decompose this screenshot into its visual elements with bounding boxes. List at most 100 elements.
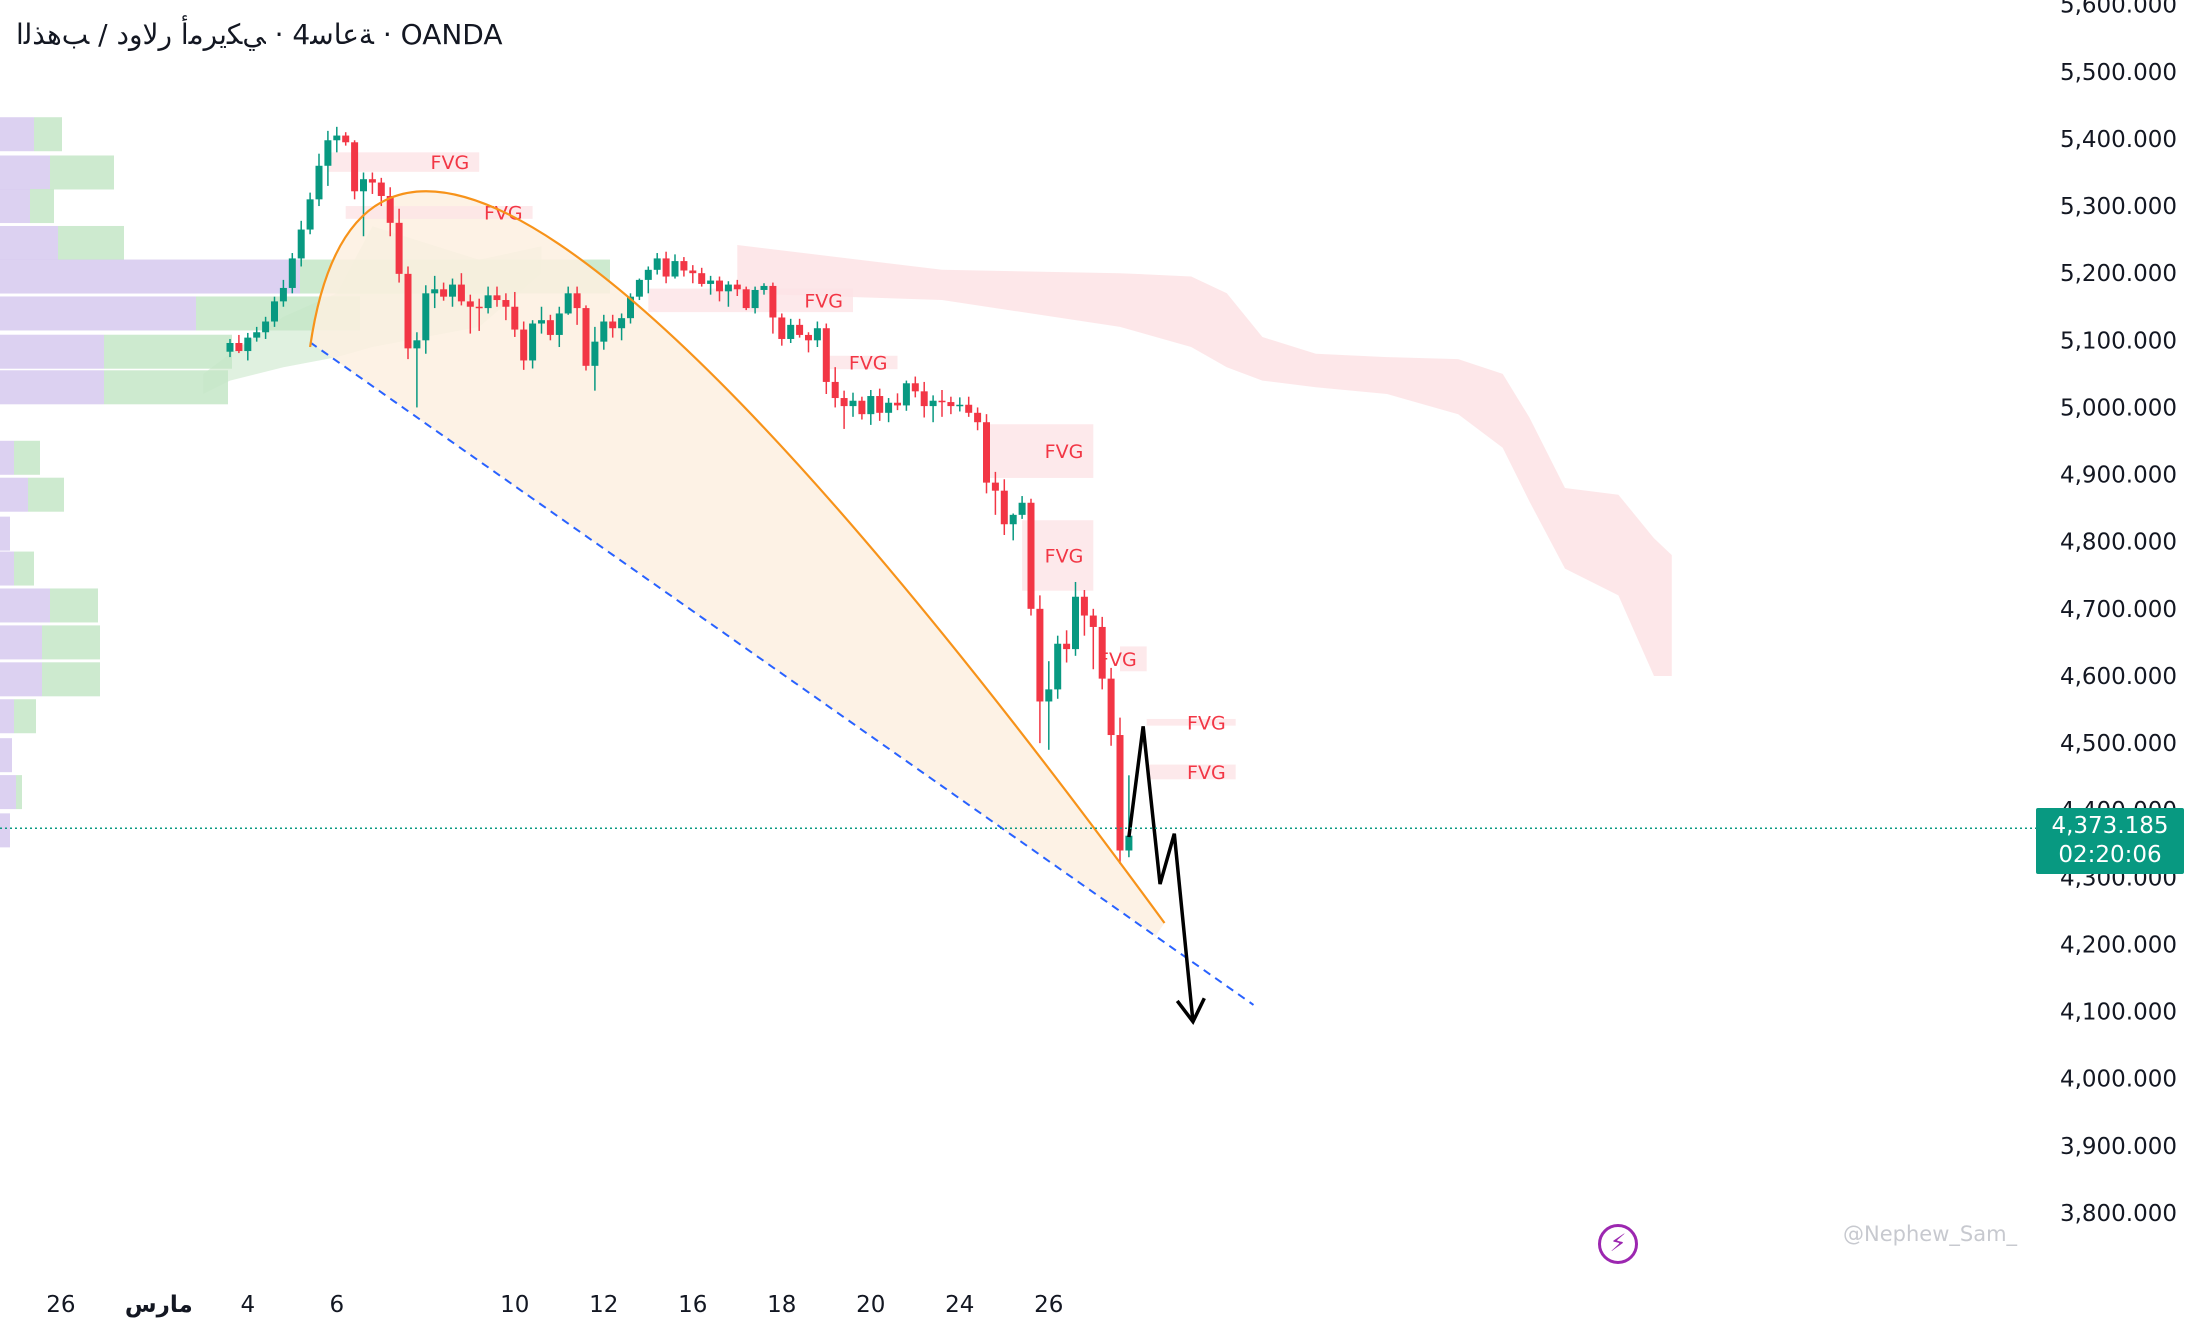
volume-profile-bar-buy bbox=[50, 588, 98, 623]
volume-profile-bar-buy bbox=[30, 189, 54, 224]
chart-title: ﺔﻋﺎﺳ4 · ﻲﻜﻳﺮﻣﺃ ﺭﻻﻭﺩ / ﺐﻫﺬﻟﺍ · OANDA bbox=[16, 18, 503, 51]
y-axis-label: 4,200.000 bbox=[2060, 932, 2177, 958]
candle-body bbox=[1027, 502, 1035, 609]
arc-pattern-fill bbox=[310, 191, 1165, 937]
x-axis-label: 24 bbox=[945, 1292, 974, 1318]
volume-profile-bar-buy bbox=[42, 662, 100, 697]
candle-countdown: 02:20:06 bbox=[2058, 842, 2162, 868]
x-axis-label: 18 bbox=[767, 1292, 796, 1318]
volume-profile-bar-buy bbox=[104, 334, 232, 369]
candle-body bbox=[956, 404, 964, 407]
volume-profile-bar-sell bbox=[0, 516, 10, 551]
candle-body bbox=[1072, 596, 1079, 650]
x-axis-label: 26 bbox=[46, 1292, 75, 1318]
volume-profile-bar-buy bbox=[14, 551, 34, 586]
x-axis-label: 12 bbox=[589, 1292, 618, 1318]
candle-body bbox=[226, 342, 234, 352]
candle-body bbox=[244, 337, 252, 352]
x-axis-label: 26 bbox=[1034, 1292, 1063, 1318]
candle-body bbox=[813, 328, 821, 341]
candle-body bbox=[449, 284, 456, 297]
candle-body bbox=[920, 391, 928, 407]
arc-curve[interactable] bbox=[309, 190, 1166, 924]
author-watermark: @Nephew_Sam_ bbox=[1843, 1222, 2018, 1246]
y-axis-label: 4,700.000 bbox=[2060, 597, 2177, 623]
candle-body bbox=[822, 328, 830, 382]
candle-body bbox=[1107, 678, 1115, 736]
y-axis-label: 5,500.000 bbox=[2060, 60, 2177, 86]
volume-profile-bar-buy bbox=[14, 440, 40, 475]
candle-body bbox=[805, 334, 812, 341]
y-axis-label: 5,200.000 bbox=[2060, 261, 2177, 287]
candle-body bbox=[395, 222, 403, 274]
candle-body bbox=[698, 273, 706, 284]
projection-path[interactable] bbox=[1127, 726, 1195, 1022]
candle-body bbox=[431, 289, 439, 294]
fvg-label: FVG bbox=[849, 352, 888, 374]
candle-body bbox=[600, 321, 608, 342]
volume-profile-bar-buy bbox=[58, 225, 124, 260]
volume-profile-bar-sell bbox=[0, 551, 14, 586]
volume-profile-bar-sell bbox=[0, 370, 104, 405]
candle-body bbox=[1009, 514, 1017, 525]
volume-profile-bar-sell bbox=[0, 813, 10, 848]
volume-profile-bar-buy bbox=[28, 477, 64, 512]
fvg-label: FVG bbox=[1045, 441, 1084, 463]
candle-body bbox=[315, 165, 323, 200]
candle-body bbox=[947, 402, 955, 407]
x-axis-label: 6 bbox=[329, 1292, 344, 1318]
projection-arrowhead bbox=[1175, 997, 1206, 1026]
fvg-label: FVG bbox=[431, 152, 470, 174]
volume-profile-bar-buy bbox=[16, 775, 22, 810]
candle-body bbox=[769, 285, 777, 318]
candle-body bbox=[306, 199, 314, 230]
volume-profile-bar-sell bbox=[0, 477, 28, 512]
x-axis-label: مارس bbox=[125, 1292, 193, 1318]
fvg-label: FVG bbox=[1098, 649, 1137, 671]
fvg-zone bbox=[327, 152, 480, 172]
candle-body bbox=[760, 285, 768, 290]
candle-body bbox=[555, 313, 563, 335]
candle-body bbox=[724, 284, 732, 292]
candle-body bbox=[1045, 689, 1053, 702]
candle-body bbox=[360, 179, 367, 192]
candle-body bbox=[368, 179, 376, 183]
candle-body bbox=[742, 289, 750, 309]
fvg-zone bbox=[1146, 718, 1236, 726]
candle-body bbox=[1080, 596, 1088, 616]
volume-profile-bar-sell bbox=[0, 117, 34, 152]
candle-body bbox=[502, 300, 510, 307]
fvg-zone bbox=[1120, 646, 1147, 672]
ichimoku-cloud-bearish bbox=[737, 245, 1672, 676]
candle-body bbox=[707, 280, 715, 284]
y-axis-label: 4,800.000 bbox=[2060, 530, 2177, 556]
candle-body bbox=[938, 400, 946, 403]
candle-body bbox=[333, 135, 341, 141]
lightning-bolt-icon[interactable]: ⚡ bbox=[1598, 1224, 1638, 1264]
y-axis-label: 4,000.000 bbox=[2060, 1067, 2177, 1093]
volume-profile-bar-sell bbox=[0, 440, 14, 475]
candle-body bbox=[983, 422, 990, 483]
candle-body bbox=[965, 404, 973, 413]
candle-body bbox=[573, 293, 581, 309]
candle-body bbox=[653, 258, 661, 270]
candle-body bbox=[609, 321, 617, 329]
volume-profile-bar-sell bbox=[0, 296, 196, 331]
volume-profile-bar-sell bbox=[0, 225, 58, 260]
fvg-label: FVG bbox=[1187, 762, 1226, 784]
trendline-dashed[interactable] bbox=[309, 341, 1255, 1006]
candle-body bbox=[457, 284, 465, 302]
volume-profile-bar-sell bbox=[0, 738, 12, 773]
candle-body bbox=[484, 295, 492, 309]
x-axis-label: 16 bbox=[678, 1292, 707, 1318]
y-axis-label: 4,100.000 bbox=[2060, 1000, 2177, 1026]
candle-body bbox=[564, 293, 572, 314]
candle-body bbox=[475, 306, 483, 309]
candle-body bbox=[546, 320, 554, 335]
fvg-label: FVG bbox=[1045, 545, 1084, 567]
volume-profile-bar-sell bbox=[0, 189, 30, 224]
candle-body bbox=[422, 293, 430, 341]
candle-body bbox=[849, 400, 857, 407]
